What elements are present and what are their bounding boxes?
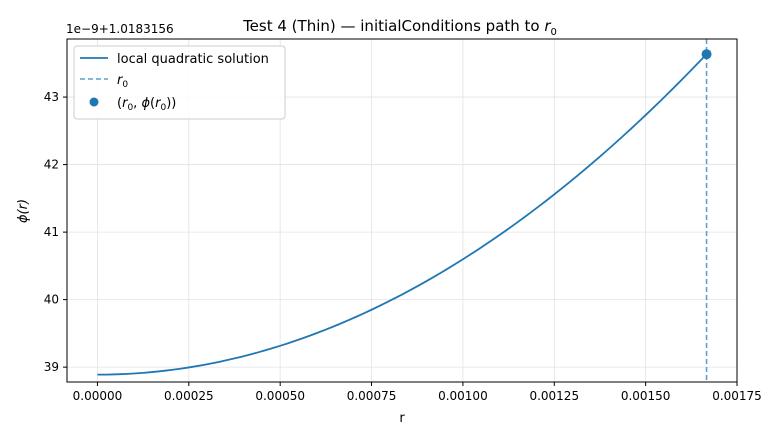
x-tick-label: 0.00150 <box>621 389 671 403</box>
plot-frame <box>66 38 738 383</box>
x-tick-label: 0.00025 <box>164 389 214 403</box>
legend-label-quadratic: local quadratic solution <box>117 52 269 67</box>
chart-title: Test 4 (Thin) — initialConditions path t… <box>242 17 557 38</box>
x-tick-label: 0.00175 <box>712 389 762 403</box>
legend: local quadratic solution r0 (r0, ϕ(r0)) <box>73 45 286 120</box>
x-tick-label: 0.00100 <box>438 389 488 403</box>
series-line-quadratic <box>97 53 708 376</box>
x-tick-label: 0.00075 <box>347 389 397 403</box>
y-axis-label: ϕ(r) <box>16 199 31 223</box>
x-tick-label: 0.00050 <box>255 389 305 403</box>
series-layer <box>97 39 712 382</box>
y-tick-label: 40 <box>44 293 59 307</box>
x-tick-label: 0.00000 <box>73 389 123 403</box>
y-axis-ticks: 39 40 41 42 43 <box>44 90 67 374</box>
legend-box <box>73 45 286 120</box>
legend-swatch-point <box>89 97 99 107</box>
y-tick-label: 43 <box>44 90 59 104</box>
legend-label-r0: r0 <box>117 73 128 90</box>
x-axis-label: r <box>399 411 405 426</box>
r0-point-marker <box>701 49 712 60</box>
y-tick-label: 41 <box>44 225 59 239</box>
x-tick-label: 0.00125 <box>529 389 579 403</box>
y-tick-label: 42 <box>44 158 59 172</box>
y-offset-text: 1e−9+1.0183156 <box>66 22 174 36</box>
legend-label-point: (r0, ϕ(r0)) <box>117 96 176 113</box>
y-tick-label: 39 <box>44 360 59 374</box>
x-axis-ticks: 0.00000 0.00025 0.00050 0.00075 0.00100 0.001… <box>73 382 762 403</box>
